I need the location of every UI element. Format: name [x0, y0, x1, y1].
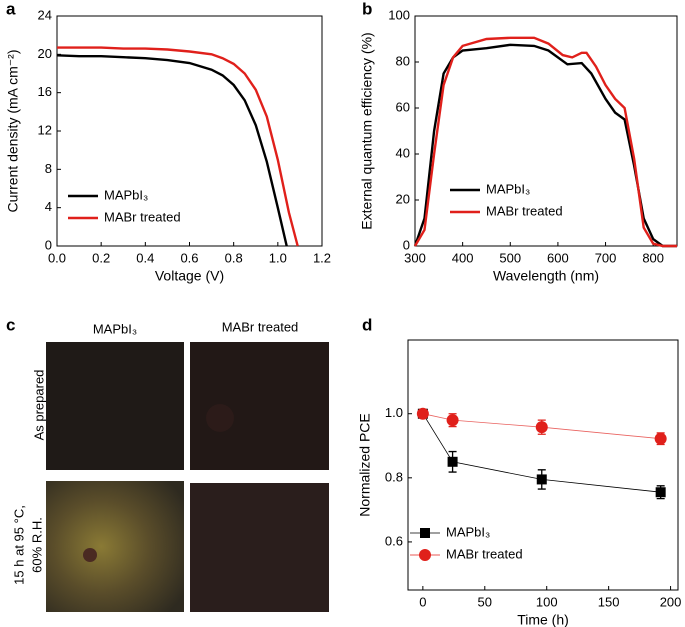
- row-label: As prepared: [31, 370, 46, 441]
- y-tick-label: 4: [45, 199, 52, 214]
- panel-letter: b: [362, 0, 372, 18]
- plot-frame: [414, 15, 678, 247]
- column-label: MAPbI₃: [93, 321, 137, 336]
- y-axis-title: Normalized PCE: [357, 413, 373, 516]
- legend-marker: [419, 549, 431, 561]
- marker: [655, 487, 666, 498]
- x-tick-label: 0.8: [225, 250, 243, 265]
- series-line: [422, 413, 661, 493]
- series-line: [57, 46, 299, 247]
- legend-marker: [420, 528, 430, 538]
- x-tick-label: 400: [452, 250, 474, 265]
- y-tick-label: 8: [45, 161, 52, 176]
- marker: [446, 414, 459, 427]
- x-tick-label: 0.0: [48, 250, 66, 265]
- legend-label: MAPbI₃: [486, 181, 530, 196]
- x-tick-label: 1.0: [269, 250, 287, 265]
- y-tick-label: 1.0: [385, 405, 403, 420]
- x-tick-label: 0: [419, 594, 426, 609]
- marker: [536, 474, 547, 485]
- x-tick-label: 0.2: [92, 250, 110, 265]
- y-tick-label: 0.6: [385, 533, 403, 548]
- plot-frame: [407, 339, 679, 591]
- x-tick-label: 0.6: [180, 250, 198, 265]
- photo: [46, 342, 184, 470]
- legend-label: MAPbI₃: [446, 524, 490, 539]
- x-tick-label: 200: [660, 594, 682, 609]
- x-tick-label: 300: [404, 250, 426, 265]
- marker: [535, 421, 548, 434]
- x-tick-label: 500: [499, 250, 521, 265]
- x-tick-label: 150: [598, 594, 620, 609]
- panel-c: c MAPbI₃ MABr treated As prepared 15 h a…: [6, 315, 329, 612]
- x-axis-title: Wavelength (nm): [493, 268, 599, 284]
- y-tick-label: 12: [38, 122, 52, 137]
- panel-letter: a: [6, 0, 16, 18]
- y-tick-label: 60: [396, 99, 410, 114]
- y-tick-label: 40: [396, 145, 410, 160]
- y-tick-label: 20: [38, 46, 52, 61]
- series-line: [413, 36, 677, 248]
- x-tick-label: 50: [478, 594, 492, 609]
- photo: [190, 483, 329, 612]
- series-line: [422, 413, 661, 440]
- photo: [46, 481, 184, 612]
- x-tick-label: 800: [642, 250, 664, 265]
- photo-spot: [83, 548, 97, 562]
- y-tick-label: 80: [396, 53, 410, 68]
- photo-spot: [206, 404, 234, 432]
- y-axis-title: External quantum efficiency (%): [359, 32, 375, 229]
- y-tick-label: 0: [45, 237, 52, 252]
- panel-letter: c: [6, 315, 15, 334]
- x-tick-label: 1.2: [313, 250, 331, 265]
- marker: [654, 432, 667, 445]
- y-tick-label: 20: [396, 191, 410, 206]
- x-axis-title: Voltage (V): [155, 268, 224, 284]
- y-tick-label: 0.8: [385, 469, 403, 484]
- x-tick-label: 600: [547, 250, 569, 265]
- marker: [447, 456, 458, 467]
- row-label: 15 h at 95 °C,: [11, 505, 26, 585]
- y-tick-label: 16: [38, 84, 52, 99]
- panel-letter: d: [362, 315, 372, 334]
- y-tick-label: 100: [388, 7, 410, 22]
- x-tick-label: 0.4: [136, 250, 154, 265]
- row-label: 60% R.H.: [29, 517, 44, 573]
- legend-label: MABr treated: [446, 546, 523, 561]
- y-axis-title: Current density (mA cm⁻²): [5, 50, 21, 213]
- y-tick-label: 24: [38, 7, 52, 22]
- x-tick-label: 100: [536, 594, 558, 609]
- legend-label: MABr treated: [104, 209, 181, 224]
- y-tick-label: 0: [403, 237, 410, 252]
- x-tick-label: 700: [595, 250, 617, 265]
- marker: [416, 407, 429, 420]
- column-label: MABr treated: [222, 319, 299, 334]
- photo: [190, 342, 329, 470]
- series-line: [56, 54, 288, 247]
- legend-label: MAPbI₃: [104, 187, 148, 202]
- legend-label: MABr treated: [486, 203, 563, 218]
- x-axis-title: Time (h): [517, 612, 569, 627]
